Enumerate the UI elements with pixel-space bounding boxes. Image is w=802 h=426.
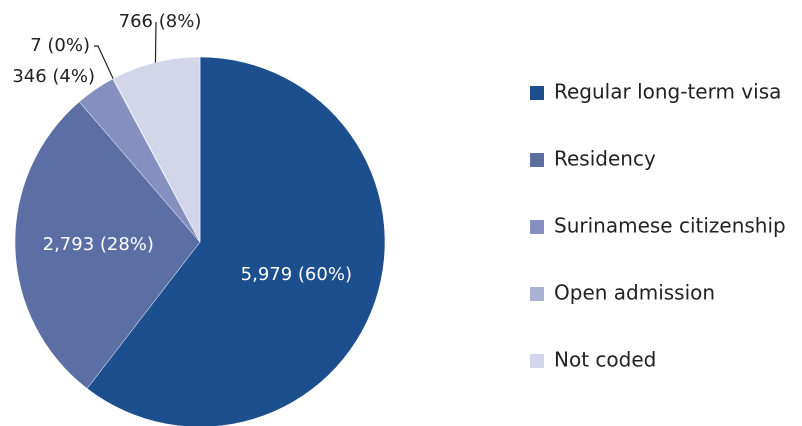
legend-swatch	[530, 86, 544, 100]
pie-slice	[14, 101, 201, 389]
legend-swatch	[530, 287, 544, 301]
data-label: 5,979 (60%)	[241, 264, 352, 285]
data-label: 7 (0%)	[30, 35, 90, 56]
legend-label: Residency	[554, 147, 656, 171]
leader-line	[94, 45, 114, 79]
legend-swatch	[530, 354, 544, 368]
legend-label: Not coded	[554, 348, 656, 372]
legend-swatch	[530, 153, 544, 167]
legend-label: Open admission	[554, 281, 715, 305]
data-label: 766 (8%)	[119, 11, 202, 32]
data-label: 2,793 (28%)	[43, 234, 154, 255]
data-label: 346 (4%)	[12, 66, 95, 87]
leader-line	[154, 21, 157, 63]
legend-label: Regular long-term visa	[554, 80, 781, 104]
legend-label: Surinamese citizenship	[554, 214, 786, 238]
legend-swatch	[530, 220, 544, 234]
